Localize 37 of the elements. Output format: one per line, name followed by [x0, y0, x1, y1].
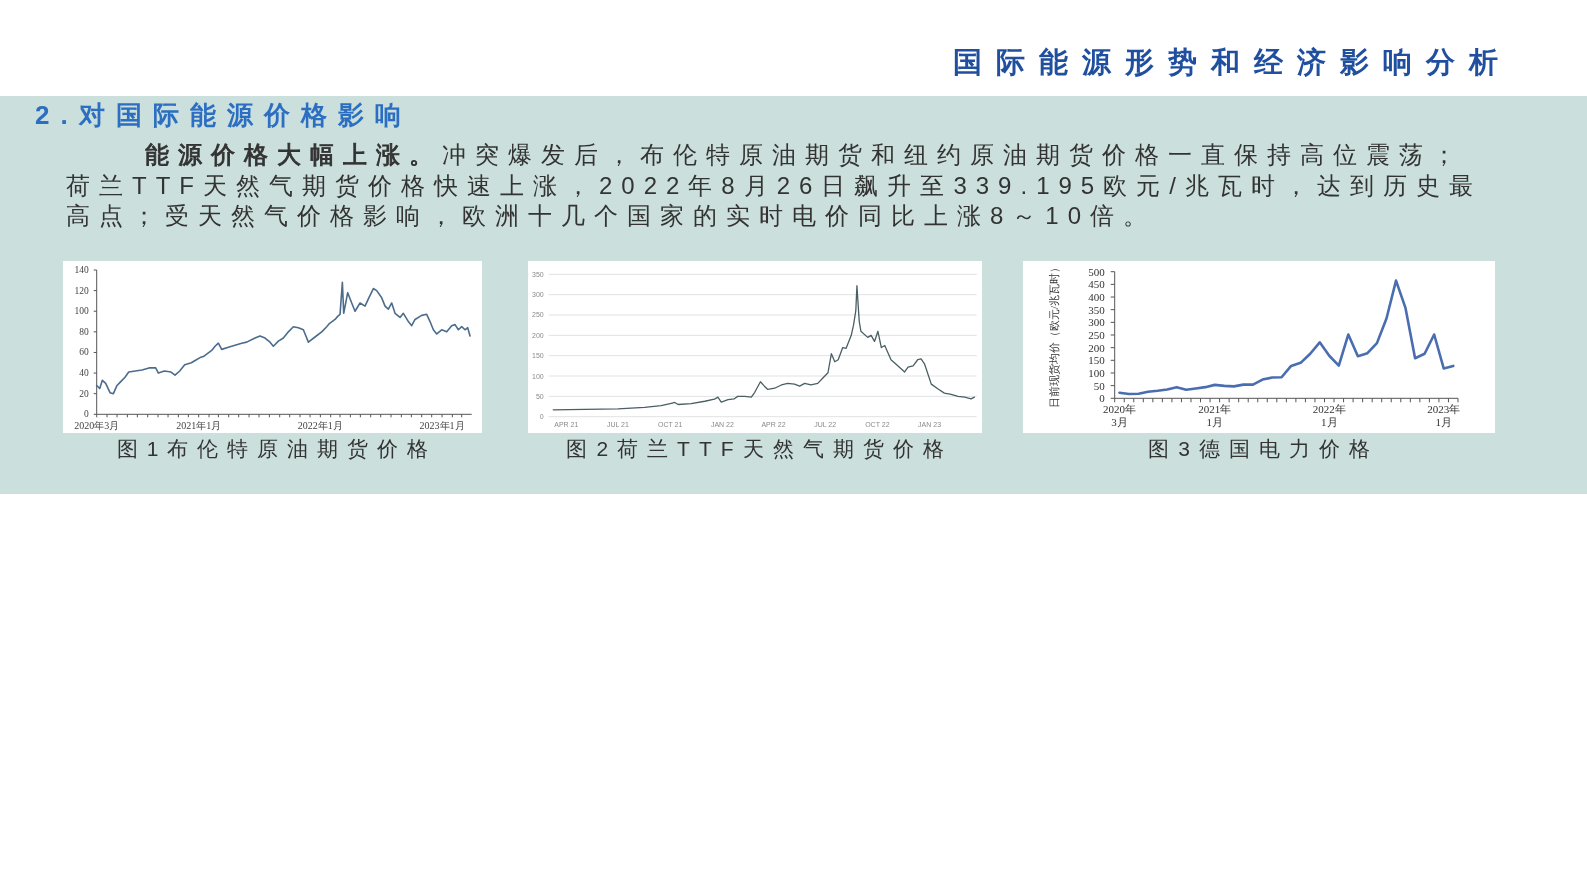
- y-tick-label: 60: [79, 347, 89, 358]
- y-tick-label: 140: [74, 265, 89, 275]
- text: 图1布伦特原油期货价格: [115, 436, 439, 462]
- text: 能源价格大幅上涨。: [145, 141, 442, 168]
- text: 2.对国际能源价格影响: [35, 99, 412, 131]
- y-tick-label: 250: [1088, 329, 1106, 341]
- text: 图3德国电力价格: [1147, 436, 1380, 462]
- y-tick-label: 200: [1088, 341, 1106, 354]
- y-tick-label: 300: [1088, 316, 1106, 329]
- text: 图2荷兰TTF天然气期货价格: [565, 436, 954, 462]
- y-tick-label: 120: [74, 285, 89, 296]
- y-tick-label: 400: [1088, 291, 1106, 304]
- x-tick-label: 2022年1月: [297, 420, 343, 432]
- y-tick-label: 100: [74, 306, 89, 317]
- line-series: [95, 281, 471, 395]
- y-tick-label: 150: [1088, 354, 1106, 367]
- x-tick-label: 2023年 1月: [1427, 403, 1461, 428]
- y-tick-label: 80: [79, 326, 89, 337]
- y-tick-label: 0: [83, 409, 89, 420]
- x-tick-label: 2022年 1月: [1312, 403, 1346, 428]
- x-tick-label: 2021年 1月: [1198, 403, 1232, 428]
- x-tick-label: 2023年1月: [419, 420, 465, 432]
- y-tick-label: 20: [79, 388, 89, 399]
- y-tick-label: 500: [1088, 265, 1106, 278]
- text: 国际能源形势和经济影响分析: [953, 45, 1512, 80]
- line-series: [1118, 279, 1455, 396]
- y-tick-label: 450: [1088, 278, 1106, 291]
- y-axis-title: 日前现货均价（欧元/兆瓦时）: [1048, 262, 1061, 408]
- y-tick-label: 50: [1093, 379, 1106, 392]
- y-tick-label: 40: [79, 368, 89, 379]
- y-tick-label: 350: [1088, 303, 1106, 316]
- x-tick-label: 2021年1月: [176, 420, 222, 432]
- line-series: [552, 285, 976, 411]
- y-tick-label: 100: [1088, 366, 1106, 379]
- x-tick-label: 2020年 3月: [1102, 403, 1136, 428]
- x-tick-label: 2020年3月: [74, 420, 120, 432]
- y-tick-label: 0: [1099, 392, 1106, 405]
